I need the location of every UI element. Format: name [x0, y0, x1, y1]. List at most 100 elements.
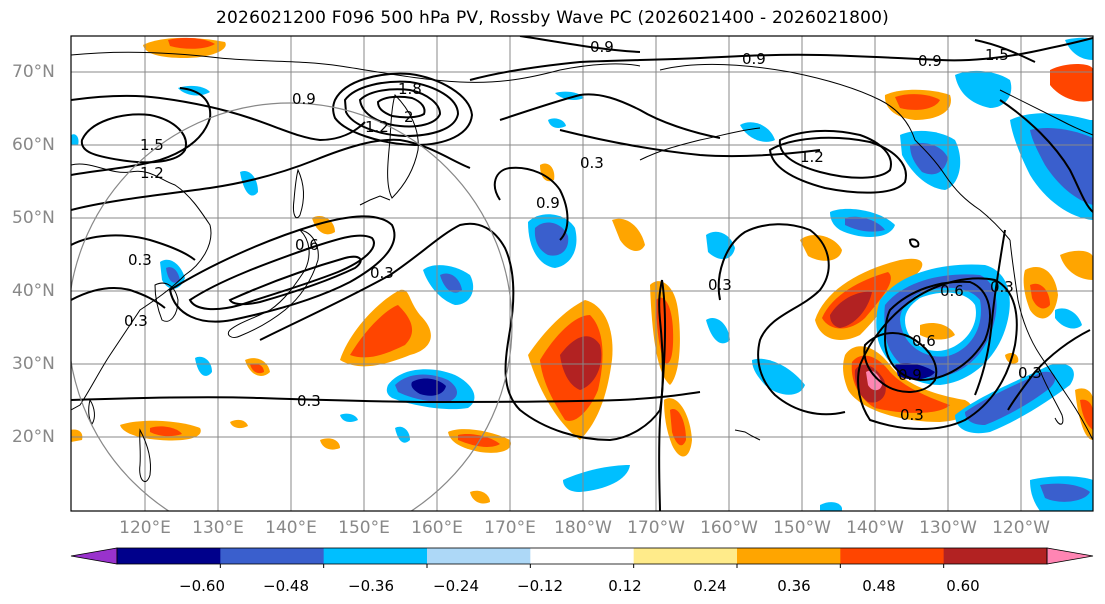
lat-label: 70°N [12, 62, 55, 82]
contour-label: 1.5 [985, 46, 1009, 64]
lat-label: 30°N [12, 354, 55, 374]
coastline-na-west [1009, 239, 1093, 441]
lat-label: 50°N [12, 208, 55, 228]
anomaly-blob [1030, 283, 1050, 309]
contour-line [71, 138, 471, 211]
colorbar-tick-label: −0.12 [517, 577, 563, 595]
contour-label: 1.2 [140, 164, 164, 182]
anomaly-blob [71, 429, 83, 442]
plot-frame [70, 35, 1094, 512]
anomaly-blob [240, 170, 258, 196]
colorbar-tick-label: 0.36 [777, 577, 811, 595]
anomaly-blob [250, 363, 264, 374]
anomaly-blob [548, 118, 566, 128]
contour-label: 0.3 [708, 276, 732, 294]
coastline-philippines [139, 428, 151, 483]
anomaly-blob [534, 222, 569, 256]
anomaly-blob [740, 122, 775, 142]
contour-line [1007, 329, 1091, 411]
anomaly-blob [230, 419, 248, 429]
contour-line [999, 99, 1093, 213]
colorbar-extend-max [1046, 547, 1094, 565]
contour-line [974, 39, 1036, 63]
anomaly-blob [800, 235, 842, 261]
colorbar [70, 547, 1094, 568]
lat-label: 60°N [12, 135, 55, 155]
anomaly-blob [395, 426, 410, 443]
lat-label: 20°N [12, 427, 55, 447]
anomaly-blob [670, 409, 686, 446]
contour-label: 0.3 [900, 406, 924, 424]
contour-label: 0.3 [370, 264, 394, 282]
contour-label: 0.9 [590, 38, 614, 56]
colorbar-tick-label: 0.48 [862, 577, 896, 595]
lon-label: 160°W [700, 518, 758, 538]
anomaly-blob [166, 267, 180, 283]
contour-label: 1.5 [140, 136, 164, 154]
coastline-asia [71, 163, 212, 411]
colorbar-segment [943, 548, 1048, 564]
contour-line [658, 279, 667, 511]
contour-line [168, 215, 396, 323]
anomaly-blob [168, 37, 215, 49]
lon-label: 140°W [846, 518, 904, 538]
anomaly-blob [470, 490, 490, 504]
contour-label: 1.8 [398, 80, 422, 98]
colorbar-segment [840, 548, 945, 564]
anomaly-blob [350, 305, 413, 358]
colorbar-frame [116, 547, 1048, 565]
contour-label: 0.3 [580, 154, 604, 172]
lon-label: 130°E [192, 518, 244, 538]
contour-line [71, 234, 196, 261]
anomaly-blob [895, 94, 940, 110]
lon-label: 120°W [992, 518, 1050, 538]
anomaly-blob [195, 356, 212, 376]
contour-label: 1.2 [365, 118, 389, 136]
colorbar-segment [323, 548, 428, 564]
coastline-canada [999, 89, 1093, 136]
contour-label: 0.9 [918, 52, 942, 70]
coastline-korea [154, 282, 179, 322]
coastline-alaska [659, 63, 1011, 241]
contour-line [469, 53, 941, 81]
chart-title: 2026021200 F096 500 hPa PV, Rossby Wave … [216, 8, 889, 28]
contour-line [559, 129, 821, 158]
anomaly-blob [1040, 483, 1090, 502]
coastline-sakhalin [293, 168, 304, 219]
colorbar-tick-label: 0.24 [693, 577, 727, 595]
contour-line [857, 277, 1018, 430]
anomaly-blob [830, 291, 872, 328]
colorbar-segment [427, 548, 531, 564]
contour-line [499, 93, 721, 139]
colorbar-segment [737, 548, 841, 564]
contour-label: 0.3 [128, 251, 152, 269]
anomaly-blob [752, 358, 805, 395]
contour-line [71, 87, 212, 176]
lon-label: 160°E [411, 518, 463, 538]
contour-line [71, 287, 166, 309]
contour-line [768, 136, 907, 194]
contour-label: 0.3 [297, 392, 321, 410]
colorbar-tick-label: −0.60 [179, 577, 225, 595]
anomaly-blob [820, 502, 842, 511]
pv-contours [71, 36, 1093, 511]
contour-line [493, 166, 569, 241]
contour-label: 2 [404, 108, 414, 126]
contour-line [519, 36, 641, 53]
colorbar-tick-label: −0.48 [263, 577, 309, 595]
anomaly-blob [320, 438, 340, 450]
anomaly-blob [71, 134, 79, 145]
contour-line [717, 223, 846, 416]
anomaly-blob [540, 163, 555, 182]
coastline-taiwan [88, 398, 95, 425]
contour-line [80, 113, 187, 164]
colorbar-tick-label: 0.12 [608, 577, 642, 595]
contour-label: 0.3 [1018, 364, 1042, 382]
colorbar-segment [633, 548, 738, 564]
anomaly-blob [1055, 308, 1082, 329]
coastline-kuril [359, 195, 391, 206]
colorbar-segment [220, 548, 325, 564]
anomaly-blob [1060, 250, 1093, 280]
contour-label: 0.6 [912, 332, 936, 350]
